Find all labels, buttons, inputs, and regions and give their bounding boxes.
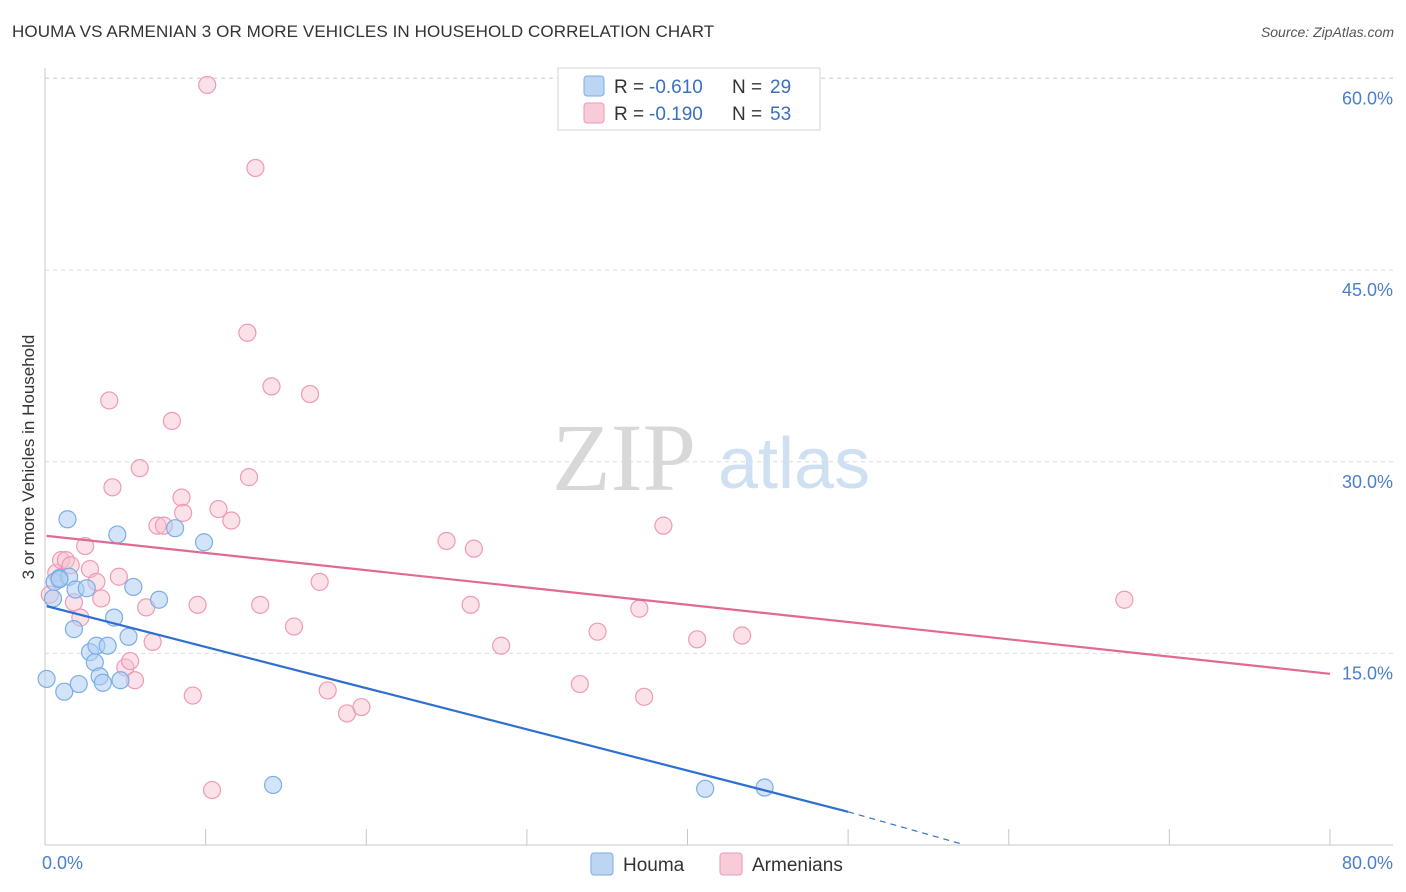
legend-swatch-houma xyxy=(583,75,605,97)
legend-r-value-armenians: -0.190 xyxy=(649,104,703,125)
houma-point xyxy=(69,674,88,694)
houma-point xyxy=(194,533,214,552)
armenians-point xyxy=(284,617,304,636)
houma-point xyxy=(37,669,56,689)
armenians-point xyxy=(352,697,371,717)
armenians-point xyxy=(251,595,270,614)
armenians-point xyxy=(630,599,649,618)
x-tick-label-min: 0.0% xyxy=(42,853,83,873)
armenians-point xyxy=(103,478,122,497)
houma-point xyxy=(111,671,130,690)
watermark-zip: ZIP xyxy=(552,404,696,511)
armenians-point xyxy=(121,651,140,671)
armenians-point xyxy=(733,626,752,645)
armenians-point xyxy=(76,536,95,556)
armenians-point xyxy=(100,391,119,410)
armenians-point xyxy=(654,516,673,535)
y-tick-label: 30.0% xyxy=(1342,472,1393,492)
legend-r-value-houma: -0.610 xyxy=(649,77,703,98)
houma-trend-line-extension xyxy=(847,811,961,845)
armenians-point xyxy=(109,567,128,586)
armenians-point xyxy=(92,589,111,608)
houma-point xyxy=(696,779,715,798)
houma-point xyxy=(77,579,96,598)
y-tick-labels: 15.0% 30.0% 45.0% 60.0% xyxy=(1342,89,1393,684)
armenians-point xyxy=(570,674,589,694)
houma-point xyxy=(55,682,74,701)
houma-trend-line xyxy=(46,605,849,813)
houma-point xyxy=(119,627,138,646)
legend-bottom-swatch-houma xyxy=(590,852,614,876)
trend-lines xyxy=(46,534,1331,845)
houma-point xyxy=(108,525,127,544)
legend-bottom-swatch-armenians xyxy=(719,852,743,876)
x-ticks xyxy=(44,829,1331,845)
legend-n-label-armenians: N = xyxy=(732,104,762,125)
houma-point xyxy=(755,778,774,797)
armenians-point xyxy=(222,511,241,530)
armenians-point xyxy=(588,622,607,641)
armenians-point xyxy=(172,488,191,507)
watermark: ZIP atlas xyxy=(552,404,870,511)
armenians-point xyxy=(130,459,149,478)
houma-point xyxy=(93,673,112,692)
armenians-point xyxy=(202,780,222,800)
houma-point xyxy=(43,589,63,608)
armenians-point xyxy=(246,158,265,178)
legend-bottom: Houma Armenians xyxy=(590,852,843,876)
armenians-point xyxy=(183,686,202,705)
armenians-point xyxy=(464,539,483,558)
x-tick-label-max: 80.0% xyxy=(1342,853,1393,873)
armenians-point xyxy=(262,377,281,396)
armenians-point xyxy=(198,75,217,95)
armenians-point xyxy=(461,595,480,614)
armenians-point xyxy=(188,595,207,614)
y-axis-title: 3 or more Vehicles in Household xyxy=(19,335,38,580)
houma-point xyxy=(50,570,69,589)
y-tick-label: 45.0% xyxy=(1342,280,1393,300)
houma-point xyxy=(166,519,185,538)
watermark-atlas: atlas xyxy=(718,424,870,504)
legend-r-label-armenians: R = xyxy=(614,104,644,125)
armenians-points xyxy=(40,75,1134,800)
armenians-point xyxy=(492,636,511,655)
armenians-point xyxy=(238,323,257,342)
armenians-point xyxy=(148,516,167,535)
armenians-point xyxy=(1115,590,1134,609)
houma-point xyxy=(149,590,169,609)
armenians-point xyxy=(688,630,707,649)
axes xyxy=(44,68,1393,846)
armenians-trend-line xyxy=(46,534,1331,675)
chart-title: HOUMA VS ARMENIAN 3 OR MORE VEHICLES IN … xyxy=(12,22,715,41)
legend-r-label-houma: R = xyxy=(614,77,644,98)
armenians-point xyxy=(51,551,71,570)
houma-points xyxy=(37,510,774,798)
armenians-point xyxy=(162,411,181,430)
armenians-point xyxy=(318,681,337,700)
legend-top: R = -0.610 N = 29 R = -0.190 N = 53 xyxy=(557,67,821,131)
y-tick-label: 15.0% xyxy=(1342,663,1393,683)
armenians-point xyxy=(310,572,329,591)
armenians-point xyxy=(635,687,654,706)
houma-point xyxy=(98,636,117,655)
legend-n-value-houma: 29 xyxy=(770,77,791,98)
houma-point xyxy=(124,577,143,597)
legend-bottom-armenians-label: Armenians xyxy=(752,855,843,876)
legend-bottom-houma-label: Houma xyxy=(623,855,685,876)
legend-n-value-armenians: 53 xyxy=(770,104,791,125)
houma-point xyxy=(64,620,84,639)
source-label: Source: ZipAtlas.com xyxy=(1260,24,1394,40)
legend-n-label-houma: N = xyxy=(732,77,762,98)
armenians-point xyxy=(174,503,193,522)
houma-point xyxy=(263,775,283,795)
y-tick-label: 60.0% xyxy=(1342,89,1393,109)
legend-swatch-armenians xyxy=(583,102,605,124)
armenians-point xyxy=(239,468,259,487)
armenians-point xyxy=(209,499,228,519)
houma-point xyxy=(58,510,77,529)
armenians-point xyxy=(437,531,456,551)
armenians-point xyxy=(300,384,320,404)
